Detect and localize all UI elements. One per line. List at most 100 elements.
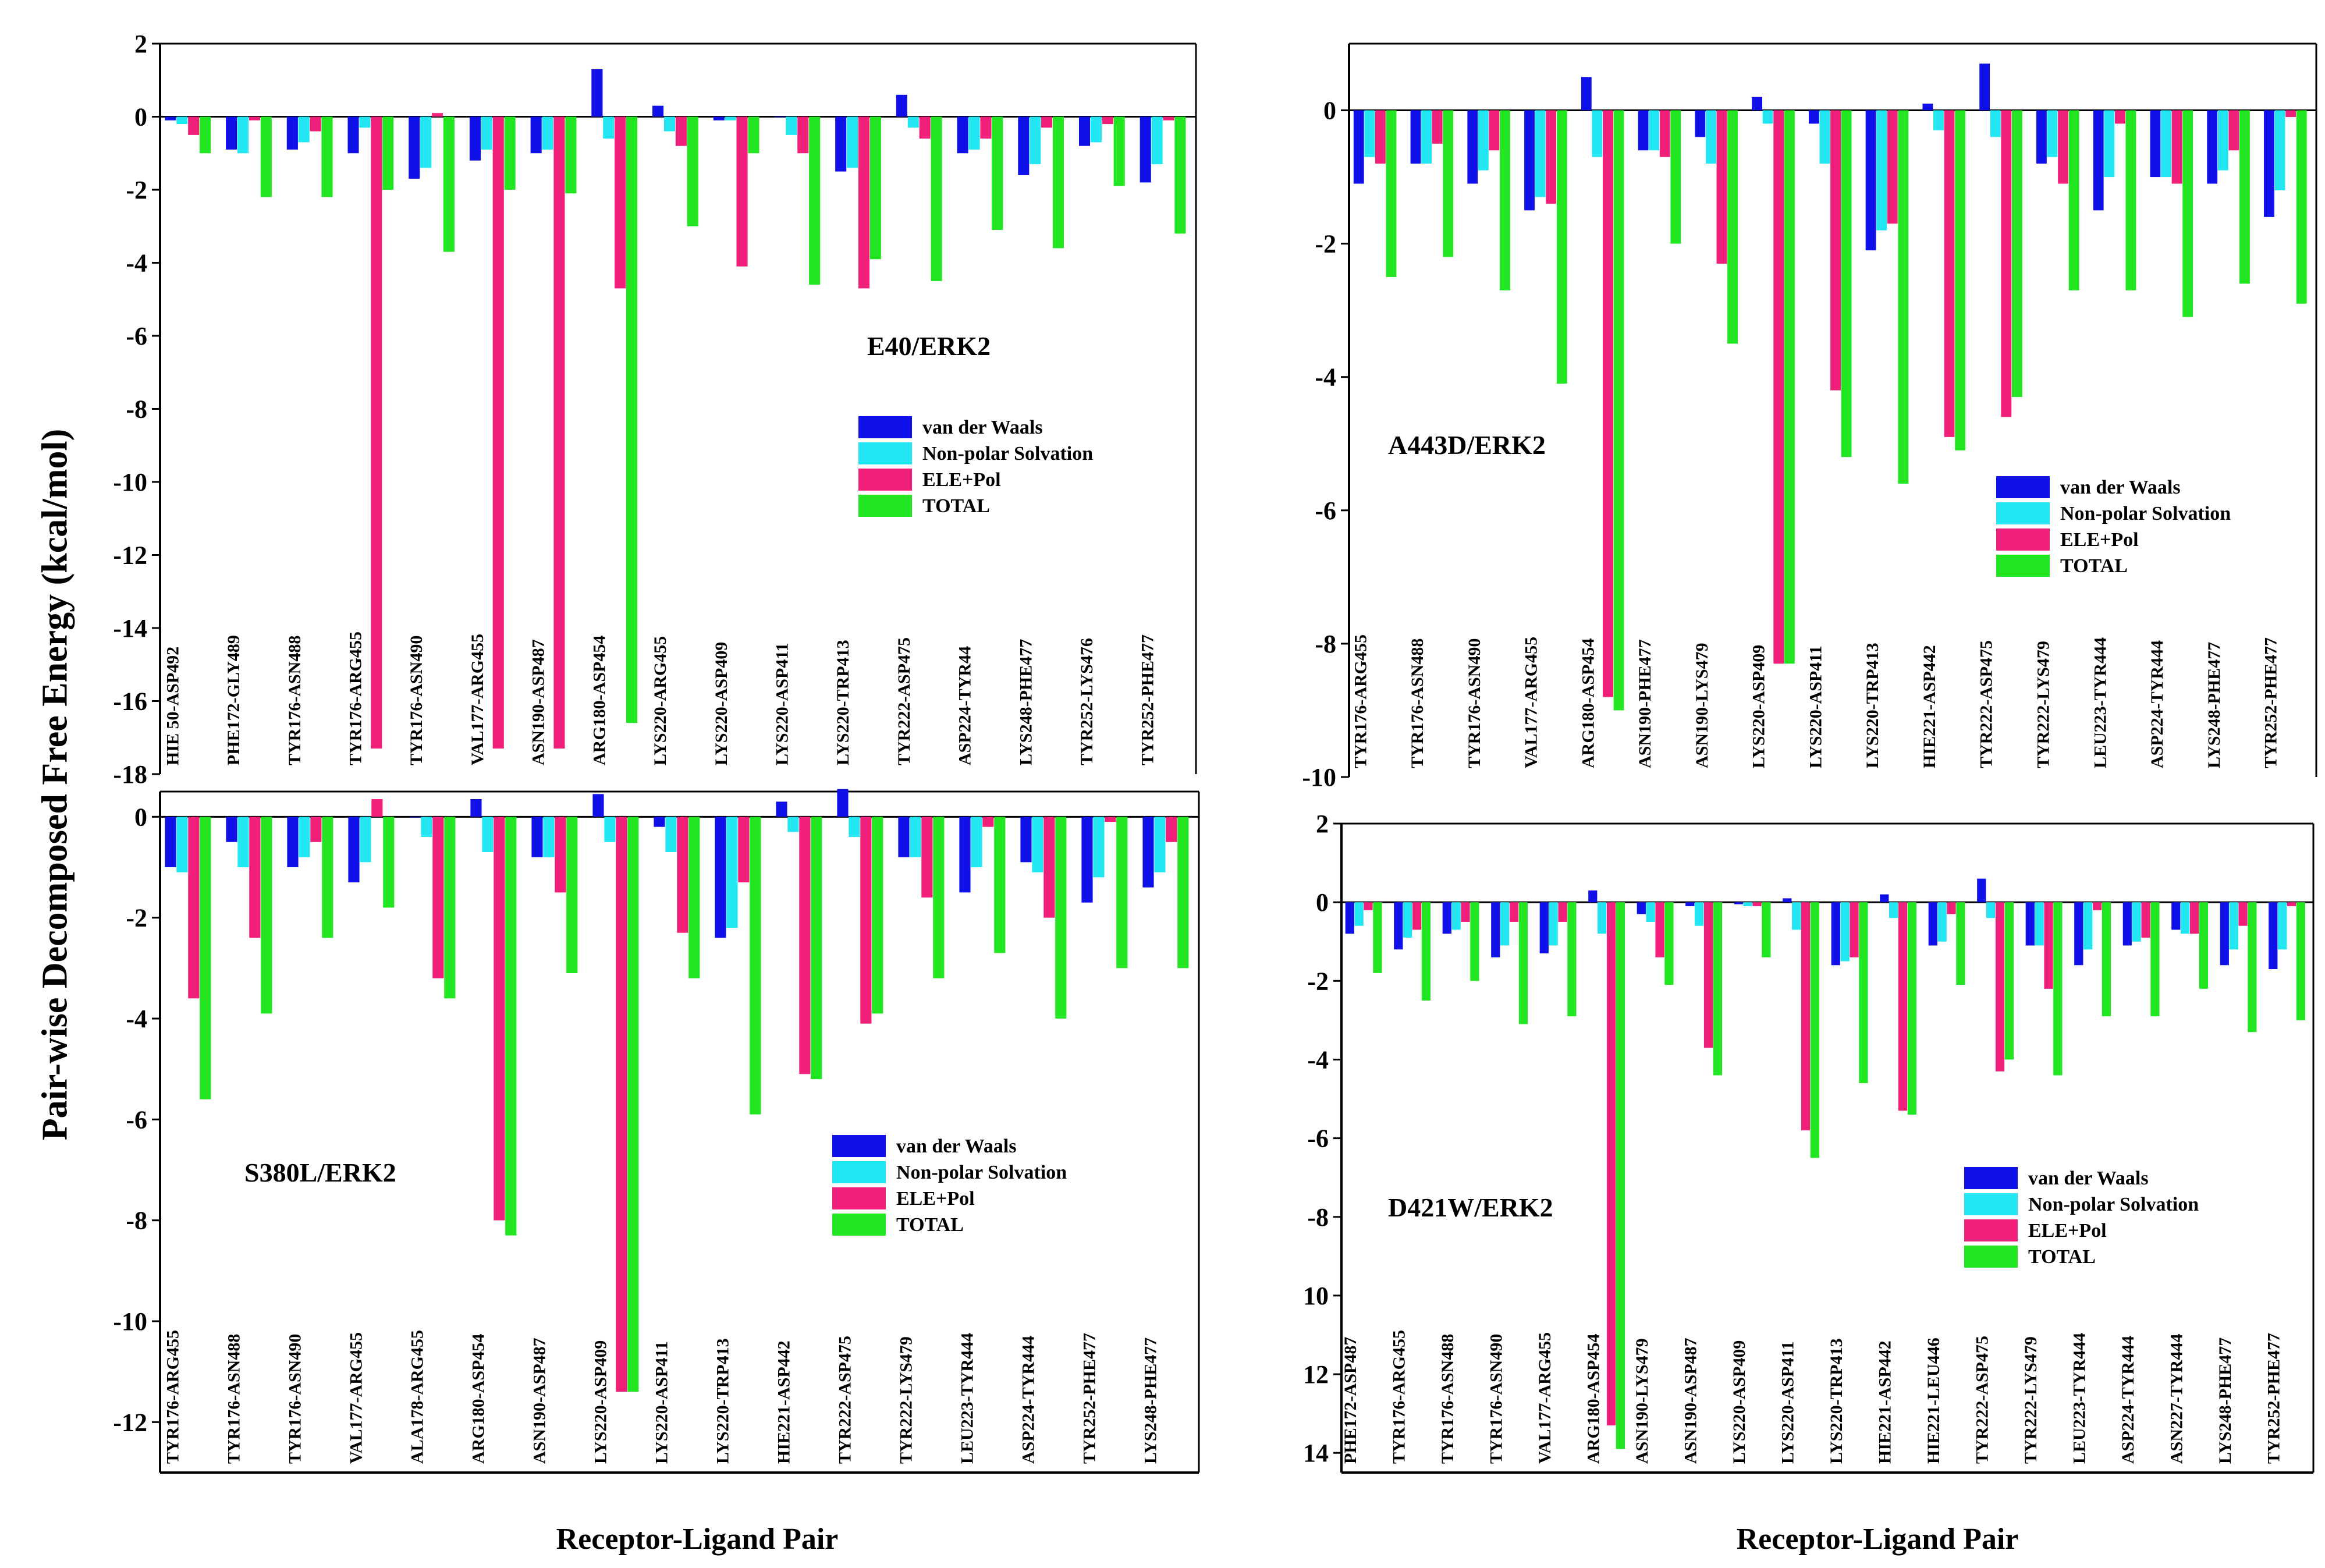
category-label: TYR176-ASN490: [1465, 638, 1484, 768]
bar-van-der-waals-asn227-tyr444: [2171, 902, 2181, 930]
category-label: ASN190-LYS479: [1632, 1338, 1652, 1464]
bar-non-polar-solvation-val177-arg455: [360, 817, 371, 863]
bar-total-asn190-lys479: [1727, 110, 1738, 344]
chart-panel-a443d-erk2: 0 -2 -4 -6 -8 -10 TYR176-ARG455 TYR176-ASN488 TY…: [1302, 42, 2317, 792]
bar-van-der-waals-tyr252-phe477: [2269, 902, 2278, 970]
bar-ele-pol-tyr222-asp475: [860, 817, 872, 1024]
bar-ele-pol-arg180-asp454: [494, 817, 505, 1221]
category-label: TYR252-PHE477: [2264, 1333, 2284, 1464]
bar-total-leu223-tyr444: [2102, 902, 2111, 1017]
bar-ele-pol-tyr252-phe477: [2287, 902, 2296, 906]
bar-ele-pol-tyr176-asn490: [1509, 902, 1519, 922]
bar-non-polar-solvation-tyr252-phe477: [1151, 116, 1163, 165]
bar-ele-pol-asn190-lys479: [1655, 902, 1664, 957]
bar-ele-pol-tyr176-asn488: [1461, 902, 1470, 922]
bar-total-val177-arg455: [383, 817, 395, 908]
bar-total-tyr252-phe477: [2296, 110, 2307, 304]
bar-non-polar-solvation-asn190-lys479: [1646, 902, 1655, 922]
bar-van-der-waals-tyr176-asn488: [286, 116, 298, 150]
category-label: ARG180-ASP454: [469, 1334, 488, 1464]
category-label: LYS248-PHE477: [2216, 1338, 2235, 1464]
bar-van-der-waals-tyr252-lys476: [1078, 116, 1091, 146]
category-label: TYR176-ARG455: [346, 632, 365, 765]
bar-ele-pol-lys248-phe477: [1166, 817, 1177, 842]
legend: van der Waals Non-polar Solvation ELE+Pol T…: [858, 416, 1093, 517]
bar-non-polar-solvation-lys220-trp413: [726, 817, 738, 928]
y-tick-label: 0: [1316, 888, 1329, 917]
bar-non-polar-solvation-asn190-asp487: [543, 817, 555, 857]
bar-van-der-waals-lys248-phe477: [1018, 116, 1030, 175]
category-label: LYS220-TRP413: [714, 1338, 733, 1464]
bar-total-tyr252-lys476: [1113, 116, 1125, 186]
bar-total-tyr176-asn488: [321, 116, 333, 197]
bar-ele-pol-lys220-trp413: [858, 116, 870, 289]
y-tick-label: 10: [1303, 1282, 1329, 1310]
bar-van-der-waals-lys220-trp413: [1865, 110, 1876, 251]
bar-total-asp224-tyr444: [2150, 902, 2160, 1017]
bar-total-tyr176-asn490: [322, 817, 333, 938]
legend-swatch-van-der-waals: [1996, 476, 2050, 498]
bar-van-der-waals-asn190-asp487: [531, 817, 543, 857]
y-tick-label: -4: [126, 249, 147, 278]
bar-total-tyr222-lys479: [933, 817, 945, 978]
bar-van-der-waals-tyr176-arg455: [1394, 902, 1403, 950]
bar-non-polar-solvation-val177-arg455: [481, 116, 492, 150]
bar-total-tyr222-lys479: [2068, 110, 2079, 290]
bar-non-polar-solvation-asn190-asp487: [542, 116, 553, 150]
legend-swatch-non-polar-solvation: [832, 1161, 886, 1183]
category-label: TYR252-PHE477: [1080, 1333, 1099, 1464]
legend-swatch-total: [1964, 1246, 2018, 1268]
bar-non-polar-solvation-asp224-tyr444: [2161, 110, 2171, 178]
category-label: LYS220-ASP411: [772, 643, 791, 765]
bar-ele-pol-lys220-asp409: [736, 116, 748, 267]
bar-van-der-waals-tyr176-asn490: [287, 817, 299, 867]
legend-label-non-polar-solvation: Non-polar Solvation: [896, 1162, 1067, 1183]
bar-non-polar-solvation-tyr176-asn488: [1451, 902, 1461, 930]
bar-van-der-waals-lys220-asp409: [1752, 97, 1763, 111]
bar-ele-pol-val177-arg455: [371, 799, 383, 817]
bar-van-der-waals-tyr222-asp475: [896, 94, 907, 117]
legend-label-ele-pol: ELE+Pol: [2028, 1220, 2107, 1241]
bar-van-der-waals-val177-arg455: [469, 116, 481, 161]
chart-panel-d421w-erk2: 2 0 -2 -4 -6 -8 10 12 14 PHE172-ASP487 TYR176-ARG4…: [1303, 810, 2315, 1474]
y-tick-label: 2: [134, 30, 147, 58]
bar-non-polar-solvation-asn190-lys479: [1705, 110, 1716, 164]
bar-total-val177-arg455: [1556, 110, 1567, 384]
category-label: ASN190-ASP487: [529, 639, 548, 765]
category-label: HIE 50-ASP492: [163, 647, 182, 765]
bar-ele-pol-tyr222-lys479: [2058, 110, 2068, 184]
bar-total-asn190-asp487: [1713, 902, 1723, 1076]
bar-total-tyr176-asn488: [261, 817, 272, 1014]
bar-total-lys220-trp413: [1859, 902, 1868, 1083]
y-tick-label: -4: [126, 1005, 147, 1033]
panel-title: D421W/ERK2: [1388, 1193, 1553, 1222]
legend-swatch-non-polar-solvation: [1996, 502, 2050, 524]
y-tick-label: -8: [1307, 1203, 1329, 1232]
legend-label-van-der-waals: van der Waals: [922, 417, 1043, 438]
category-label: LYS220-ASP409: [712, 642, 731, 765]
bar-ele-pol-hie-50-asp492: [188, 116, 200, 135]
bar-ele-pol-lys220-trp413: [1850, 902, 1859, 957]
bar-van-der-waals-arg180-asp454: [470, 799, 482, 817]
bar-non-polar-solvation-lys220-asp409: [604, 817, 616, 842]
category-label: HIE221-ASP442: [1876, 1340, 1895, 1464]
bar-ele-pol-lys220-asp409: [1752, 902, 1762, 906]
bar-non-polar-solvation-tyr222-asp475: [1990, 110, 2001, 137]
bar-ele-pol-lys220-asp411: [1801, 902, 1811, 1131]
bar-non-polar-solvation-phe172-gly489: [237, 116, 249, 154]
bar-total-lys220-trp413: [750, 817, 761, 1115]
bar-total-leu223-tyr444: [2125, 110, 2136, 290]
bar-van-der-waals-tyr176-arg455: [165, 817, 176, 867]
bar-van-der-waals-val177-arg455: [1539, 902, 1549, 953]
category-label: TYR222-ASP475: [1977, 640, 1996, 768]
bar-non-polar-solvation-tyr222-lys479: [910, 817, 921, 857]
bar-total-tyr176-asn488: [1443, 110, 1454, 257]
bar-ele-pol-ala178-arg455: [432, 817, 444, 978]
bar-ele-pol-asn190-phe477: [1659, 110, 1670, 157]
bar-non-polar-solvation-asn227-tyr444: [2181, 902, 2190, 934]
bar-ele-pol-arg180-asp454: [615, 116, 626, 289]
legend-label-ele-pol: ELE+Pol: [896, 1188, 975, 1209]
bar-van-der-waals-tyr176-asn488: [1442, 902, 1451, 934]
bar-van-der-waals-arg180-asp454: [591, 69, 603, 117]
